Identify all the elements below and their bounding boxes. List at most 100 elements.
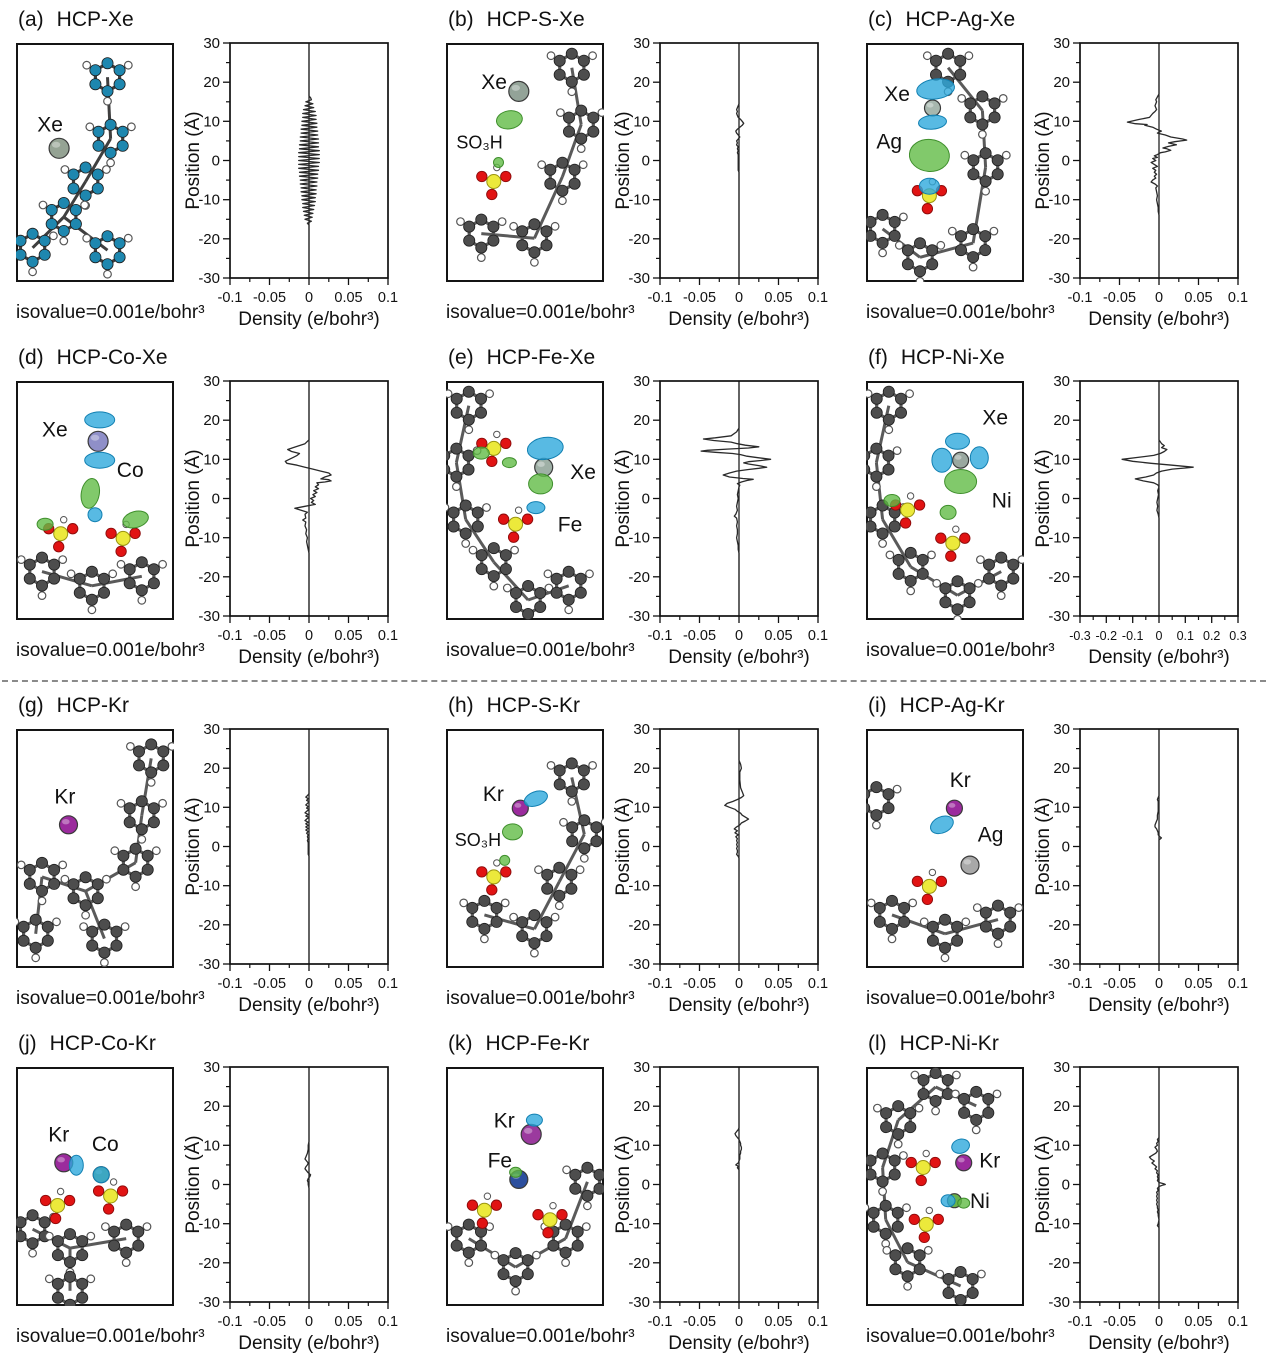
oxygen-atom [542,1227,554,1239]
carbon-atom [73,586,86,599]
panel-body: Kr Ag isovalue=0.001e/bohr³ 30 20 10 0 -10 -20 -3… [866,723,1268,1023]
hydrogen-atom [922,51,932,61]
x-tick-label: -0.05 [1103,1314,1136,1330]
carbon-atom [51,1277,64,1290]
hydrogen-atom [902,1203,911,1213]
carbon-atom [914,237,927,250]
carbon-atom [563,125,576,138]
hydrogen-atom [957,94,967,103]
carbon-atom [913,1263,926,1276]
hydrogen-atom [514,506,523,514]
x-tick-label: 0 [1155,976,1163,992]
panel-b: (b) HCP-S-Xe Xe SO₃H isovalue=0.001e/bohr³ 30… [430,0,850,338]
oxygen-atom [556,1209,568,1221]
panel-system-name: HCP-Fe-Xe [486,346,596,369]
carbon-atom [91,878,104,891]
hydrogen-atom [101,165,111,174]
x-tick-label: 0.05 [764,290,792,306]
carbon-atom [866,463,871,476]
isosurface-blob-green [472,446,490,460]
carbon-atom [958,1106,971,1119]
x-tick-label: 0.05 [334,628,362,644]
carbon-atom [73,572,86,585]
molecule-label: Ag [876,130,902,153]
hydrogen-atom [158,798,168,808]
bond [560,124,583,178]
carbon-atom [565,47,578,60]
carbon-atom [133,759,146,772]
molecule-label: Kr [950,769,971,792]
panel-title: (l) HCP-Ni-Kr [868,1032,1268,1056]
carbon-atom [914,265,927,278]
hydrogen-atom [543,569,553,579]
carbon-atom [98,572,111,585]
hydrogen-atom [936,240,946,250]
hydrogen-atom [914,1103,924,1113]
y-tick-label: 10 [633,799,650,816]
y-tick-label: 30 [203,1061,220,1076]
carbon-atom [553,778,566,791]
carbon-atom [490,915,503,928]
x-tick-label: 0 [735,290,743,306]
isosurface-blob-green [939,504,957,520]
atom-highlight [62,819,70,825]
carbon-atom [876,236,889,249]
density-curve [1154,729,1163,964]
x-tick-label: -0.05 [253,290,286,306]
hydrogen-atom [58,860,68,870]
hydrogen-atom [123,60,133,70]
molecule-label: Xe [42,419,68,442]
oxygen-atom [486,884,498,896]
molecule-column: Xe Ni isovalue=0.001e/bohr³ [866,375,1055,662]
carbon-atom [108,1225,121,1238]
hydrogen-atom [899,212,908,222]
panel-title: (g) HCP-Kr [18,694,430,718]
carbon-atom [556,156,569,169]
carbon-atom [147,577,160,590]
hydrogen-atom [562,1165,571,1175]
x-axis-label: Density (e/bohr³) [1088,1333,1230,1354]
carbon-atom [516,930,529,943]
panel-index-label: (l) [868,1032,887,1055]
hydrogen-atom [60,165,70,174]
bond [84,890,106,940]
hydrogen-atom [899,1151,908,1160]
isosurface-blob-green [957,1197,971,1209]
hydrogen-atom [940,953,950,963]
isosurface-blob-blue [945,432,970,450]
carbon-atom [76,1291,89,1304]
density-curve [304,1067,312,1302]
bond [84,138,112,183]
hydrogen-atom [108,569,118,579]
carbon-atom [135,795,148,808]
x-tick-label: -0.1 [218,976,243,992]
carbon-atom [876,1175,889,1188]
hydrogen-atom [951,1070,961,1080]
molecule-label: Fe [488,1150,513,1173]
x-tick-label: -0.05 [683,1314,716,1330]
panel-index-label: (k) [448,1032,473,1055]
bond [533,881,561,930]
hydrogen-atom [101,874,111,884]
carbon-atom [101,57,114,70]
y-axis-label: Position (Å) [614,797,634,895]
carbon-atom [577,54,590,67]
carbon-atom [463,234,476,247]
hydrogen-atom [480,934,489,944]
carbon-atom [574,586,587,599]
y-tick-label: 0 [212,1177,220,1194]
hydrogen-atom [103,96,112,106]
carbon-atom [916,567,929,580]
x-tick-label: -0.1 [1068,1314,1093,1330]
carbon-atom [528,909,541,922]
y-tick-label: -10 [628,530,650,547]
carbon-atom [559,1218,572,1231]
carbon-atom [23,877,36,890]
hydrogen-atom [892,784,902,794]
hydrogen-atom [87,605,97,615]
x-axis-label: Density (e/bohr³) [1088,995,1230,1016]
panel-index-label: (i) [868,694,887,717]
hydrogen-atom [947,226,957,236]
molecule-column: Kr Ni isovalue=0.001e/bohr³ [866,1061,1055,1348]
hydrogen-atom [544,583,554,593]
